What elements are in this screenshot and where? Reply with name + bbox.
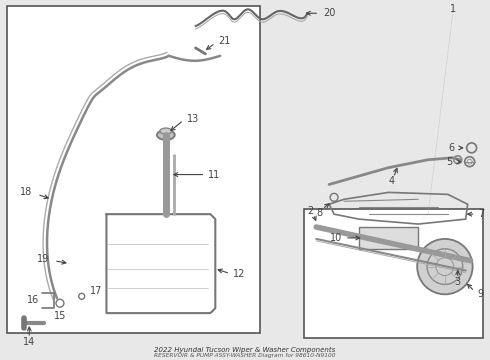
Text: 2022 Hyundai Tucson Wiper & Washer Components: 2022 Hyundai Tucson Wiper & Washer Compo… — [154, 347, 336, 353]
Text: RESERVOIR & PUMP ASSY-WASHER Diagram for 98610-N9100: RESERVOIR & PUMP ASSY-WASHER Diagram for… — [154, 353, 336, 358]
Bar — [359, 227, 418, 249]
Text: 20: 20 — [323, 8, 336, 18]
Text: 13: 13 — [187, 114, 199, 124]
Text: 21: 21 — [218, 36, 231, 46]
Text: 5: 5 — [446, 157, 453, 167]
Text: 4: 4 — [389, 176, 394, 186]
Text: 16: 16 — [27, 295, 39, 305]
Text: 18: 18 — [20, 188, 32, 197]
Text: 10: 10 — [330, 233, 342, 243]
Text: 15: 15 — [54, 311, 66, 321]
Text: 6: 6 — [449, 143, 455, 153]
Text: 9: 9 — [478, 289, 484, 299]
Text: 3: 3 — [455, 278, 461, 287]
Text: 1: 1 — [450, 4, 456, 14]
Bar — [7, 6, 260, 333]
Ellipse shape — [160, 128, 172, 134]
Text: 12: 12 — [233, 269, 245, 279]
Text: 8: 8 — [316, 208, 322, 218]
Ellipse shape — [157, 130, 175, 140]
Bar — [304, 209, 483, 338]
Text: 11: 11 — [208, 170, 220, 180]
Text: 7: 7 — [479, 209, 485, 219]
Text: 17: 17 — [90, 286, 102, 296]
Text: 19: 19 — [37, 254, 49, 264]
Text: 2: 2 — [307, 206, 314, 216]
Text: 14: 14 — [23, 337, 35, 347]
Circle shape — [417, 239, 473, 294]
